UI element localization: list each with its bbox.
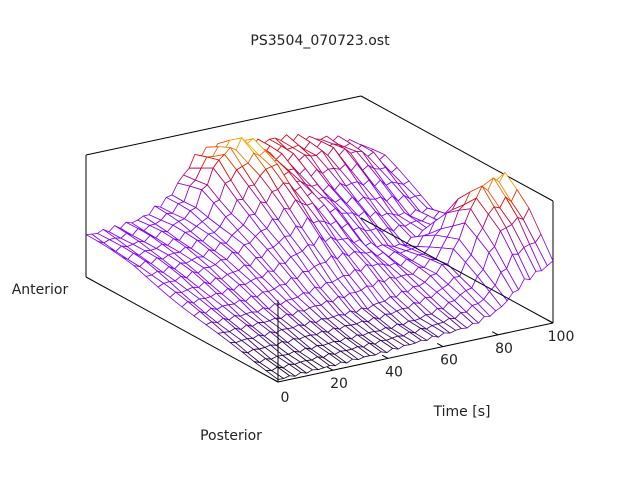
x-tick-label: 20 xyxy=(330,376,348,392)
chart-title: PS3504_070723.ost xyxy=(250,33,390,49)
box-edge xyxy=(360,95,554,202)
box-edge xyxy=(277,322,554,383)
x-axis-label: Time [s] xyxy=(433,404,491,420)
x-tick-label: 100 xyxy=(548,329,575,345)
x-tick-label: 60 xyxy=(440,353,458,369)
surface-quad xyxy=(265,370,285,380)
box-edge xyxy=(85,276,279,383)
y-axis-label-anterior: Anterior xyxy=(12,282,69,298)
x-tick-mark xyxy=(327,366,334,371)
x-tick-mark xyxy=(547,319,554,324)
box-front-edges xyxy=(85,217,554,383)
y-axis-label-posterior: Posterior xyxy=(200,428,262,444)
x-tick-label: 0 xyxy=(281,390,290,406)
box-back-edges xyxy=(85,95,554,323)
x-tick-mark xyxy=(272,378,279,383)
x-tick-mark xyxy=(492,331,499,336)
x-tick-label: 80 xyxy=(495,341,513,357)
time-axis-ticks: 0 20 40 60 80 100 xyxy=(272,319,575,406)
box-edge xyxy=(85,95,362,156)
x-tick-label: 40 xyxy=(385,364,403,380)
surface-mesh xyxy=(85,134,554,380)
x-tick-mark xyxy=(382,354,389,359)
box-edge xyxy=(360,217,554,324)
x-tick-mark xyxy=(437,343,444,348)
